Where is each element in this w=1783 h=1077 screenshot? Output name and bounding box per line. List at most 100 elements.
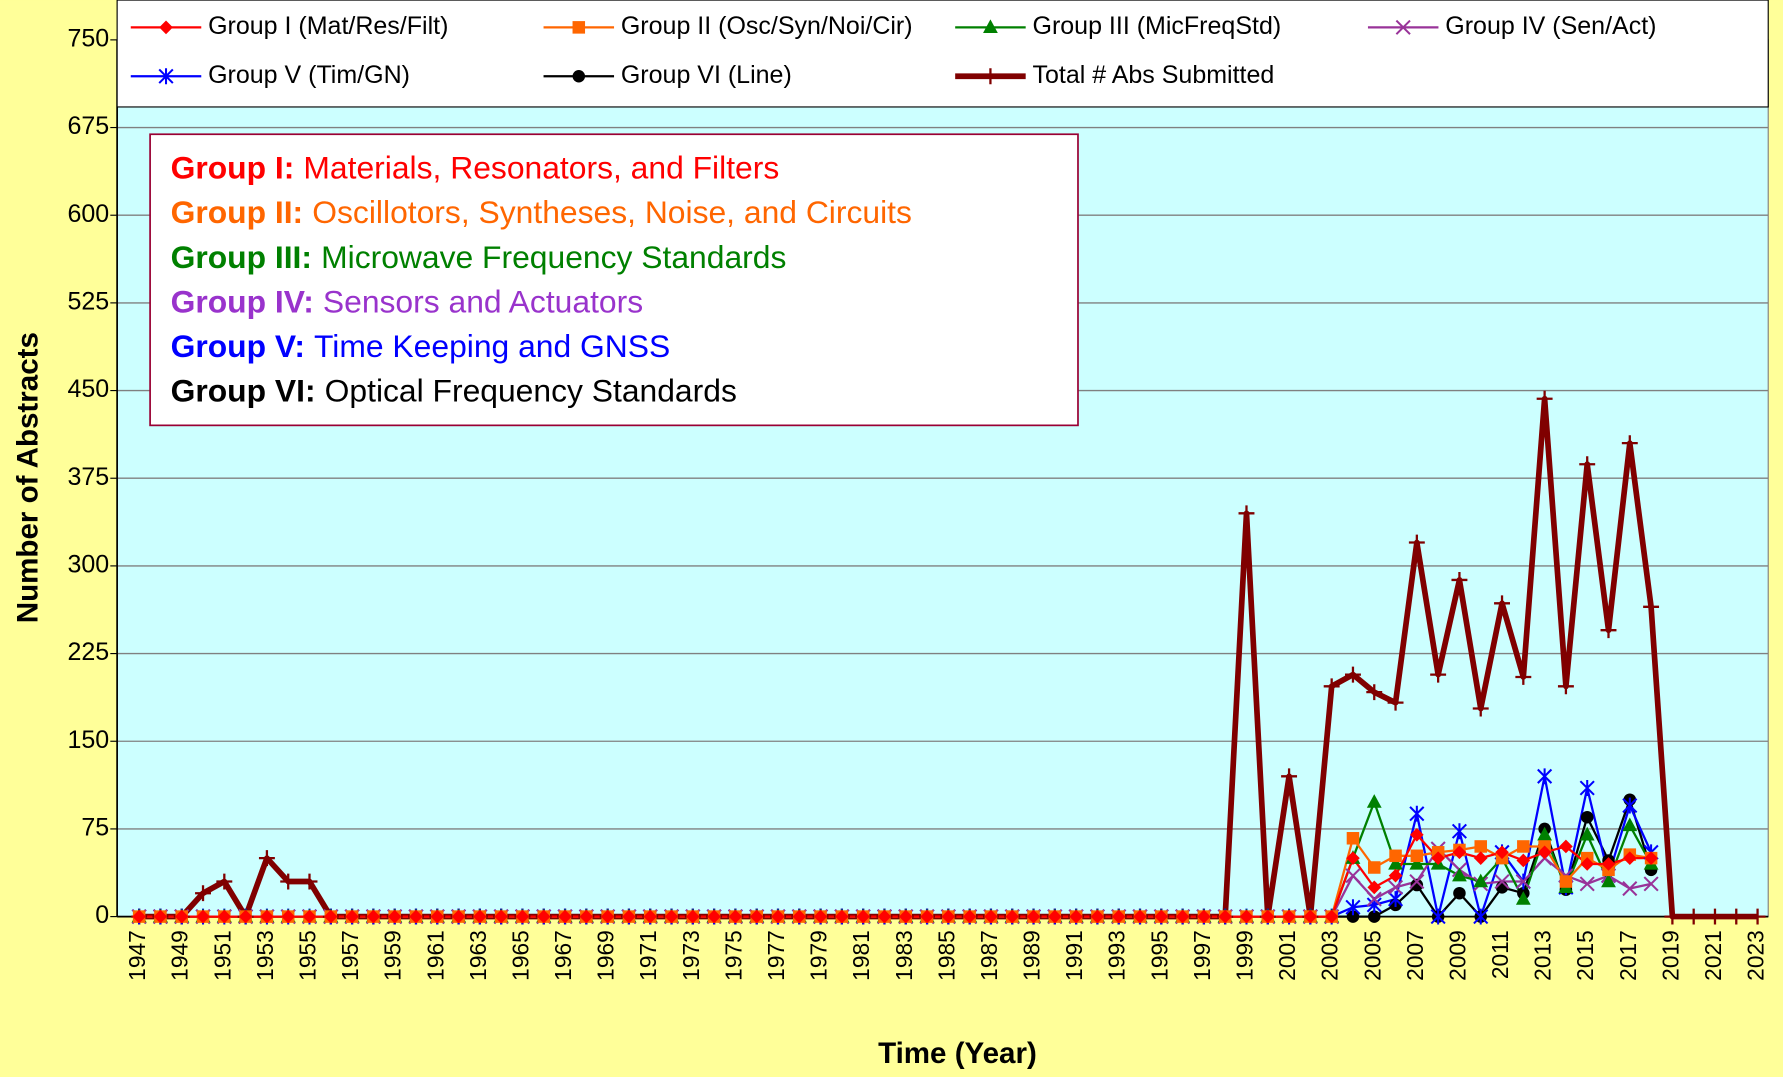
- x-tick-label: 2013: [1530, 930, 1556, 981]
- y-tick-label: 750: [67, 24, 109, 52]
- marker: [579, 909, 594, 924]
- marker: [1282, 909, 1296, 924]
- marker: [1452, 867, 1467, 882]
- marker: [1580, 857, 1595, 871]
- marker: [1579, 780, 1595, 796]
- marker: [1366, 684, 1383, 701]
- marker: [1516, 853, 1531, 868]
- annotation-bold: Group VI:: [171, 373, 316, 409]
- marker: [920, 909, 934, 924]
- x-tick-label: 1973: [678, 930, 704, 981]
- x-tick-label: 2003: [1317, 930, 1343, 981]
- marker: [1474, 840, 1487, 853]
- x-tick-label: 1975: [720, 930, 746, 981]
- x-tick-label: 1957: [337, 930, 363, 981]
- marker: [1409, 873, 1425, 890]
- marker: [1579, 826, 1595, 841]
- x-tick-label: 1971: [635, 930, 661, 981]
- marker: [409, 909, 423, 924]
- marker: [1580, 810, 1594, 824]
- x-tick-label: 2009: [1444, 930, 1470, 981]
- marker: [1409, 805, 1425, 822]
- annotation: Group IV: Sensors and Actuators: [171, 284, 644, 320]
- marker: [1559, 875, 1573, 888]
- legend-marker: [158, 68, 174, 85]
- x-tick-label: 1965: [507, 930, 533, 981]
- marker: [1218, 909, 1233, 924]
- x-tick-label: 1949: [167, 930, 193, 981]
- y-tick-label: 300: [67, 551, 109, 579]
- x-tick-label: 1963: [465, 930, 491, 981]
- x-tick-label: 1959: [380, 930, 406, 981]
- annotation-bold: Group III:: [171, 239, 312, 275]
- marker: [1238, 505, 1255, 522]
- marker: [856, 909, 870, 924]
- legend-label: Group I (Mat/Res/Filt): [208, 12, 448, 40]
- marker: [387, 909, 402, 924]
- annotation: Group III: Microwave Frequency Standards: [171, 239, 787, 275]
- y-tick-label: 150: [67, 726, 109, 754]
- x-tick-label: 2023: [1743, 930, 1769, 981]
- annotation-text: Oscillotors, Syntheses, Noise, and Circu…: [312, 195, 912, 231]
- marker: [1707, 908, 1723, 925]
- marker: [1622, 797, 1638, 814]
- x-tick-label: 2001: [1274, 930, 1300, 981]
- marker: [1515, 668, 1532, 685]
- marker: [1536, 390, 1553, 407]
- marker: [345, 909, 359, 924]
- marker: [1410, 878, 1424, 892]
- x-tick-label: 2019: [1657, 930, 1683, 981]
- marker: [1430, 666, 1447, 683]
- marker: [216, 873, 233, 890]
- marker: [1346, 832, 1360, 845]
- x-tick-label: 1983: [891, 930, 917, 981]
- marker: [1389, 849, 1402, 863]
- x-tick-label: 1953: [252, 930, 278, 981]
- legend-label: Group IV (Sen/Act): [1445, 12, 1656, 40]
- legend-marker: [983, 19, 998, 34]
- marker: [1346, 910, 1360, 923]
- x-tick-label: 1947: [124, 930, 150, 981]
- marker: [1451, 571, 1468, 588]
- marker: [771, 909, 785, 924]
- x-tick-label: 1985: [933, 930, 959, 981]
- x-tick-label: 1999: [1231, 930, 1257, 981]
- legend-label: Group VI (Line): [621, 61, 792, 89]
- marker: [196, 909, 210, 924]
- y-tick-label: 675: [67, 112, 109, 140]
- marker: [1345, 666, 1361, 683]
- marker: [1495, 845, 1509, 860]
- x-tick-label: 1961: [422, 930, 448, 981]
- y-tick-label: 450: [67, 375, 109, 403]
- marker: [1643, 876, 1659, 892]
- marker: [1388, 879, 1404, 895]
- marker: [1537, 826, 1553, 841]
- marker: [1345, 899, 1361, 916]
- annotation: Group VI: Optical Frequency Standards: [171, 373, 737, 409]
- x-tick-label: 1979: [806, 930, 832, 981]
- marker: [962, 909, 977, 924]
- legend-marker: [982, 68, 999, 85]
- annotation: Group V: Time Keeping and GNSS: [171, 328, 671, 364]
- marker: [728, 909, 743, 924]
- legend-marker: [159, 20, 173, 35]
- marker: [1494, 595, 1510, 612]
- marker: [877, 909, 892, 924]
- marker: [1472, 700, 1489, 717]
- legend-label: Group II (Osc/Syn/Noi/Cir): [621, 12, 913, 40]
- annotation-text: Sensors and Actuators: [323, 284, 643, 320]
- marker: [1366, 794, 1382, 808]
- marker: [280, 873, 297, 890]
- marker: [132, 909, 146, 924]
- marker: [813, 909, 828, 924]
- marker: [281, 909, 296, 924]
- y-tick-label: 0: [95, 901, 109, 929]
- y-tick-label: 600: [67, 200, 109, 228]
- marker: [1197, 909, 1211, 924]
- marker: [1559, 839, 1573, 854]
- annotation-text: Materials, Resonators, and Filters: [303, 150, 779, 186]
- annotation-text: Optical Frequency Standards: [325, 373, 737, 409]
- annotation-box: [149, 133, 1079, 427]
- legend-marker: [572, 21, 586, 34]
- marker: [1473, 908, 1489, 925]
